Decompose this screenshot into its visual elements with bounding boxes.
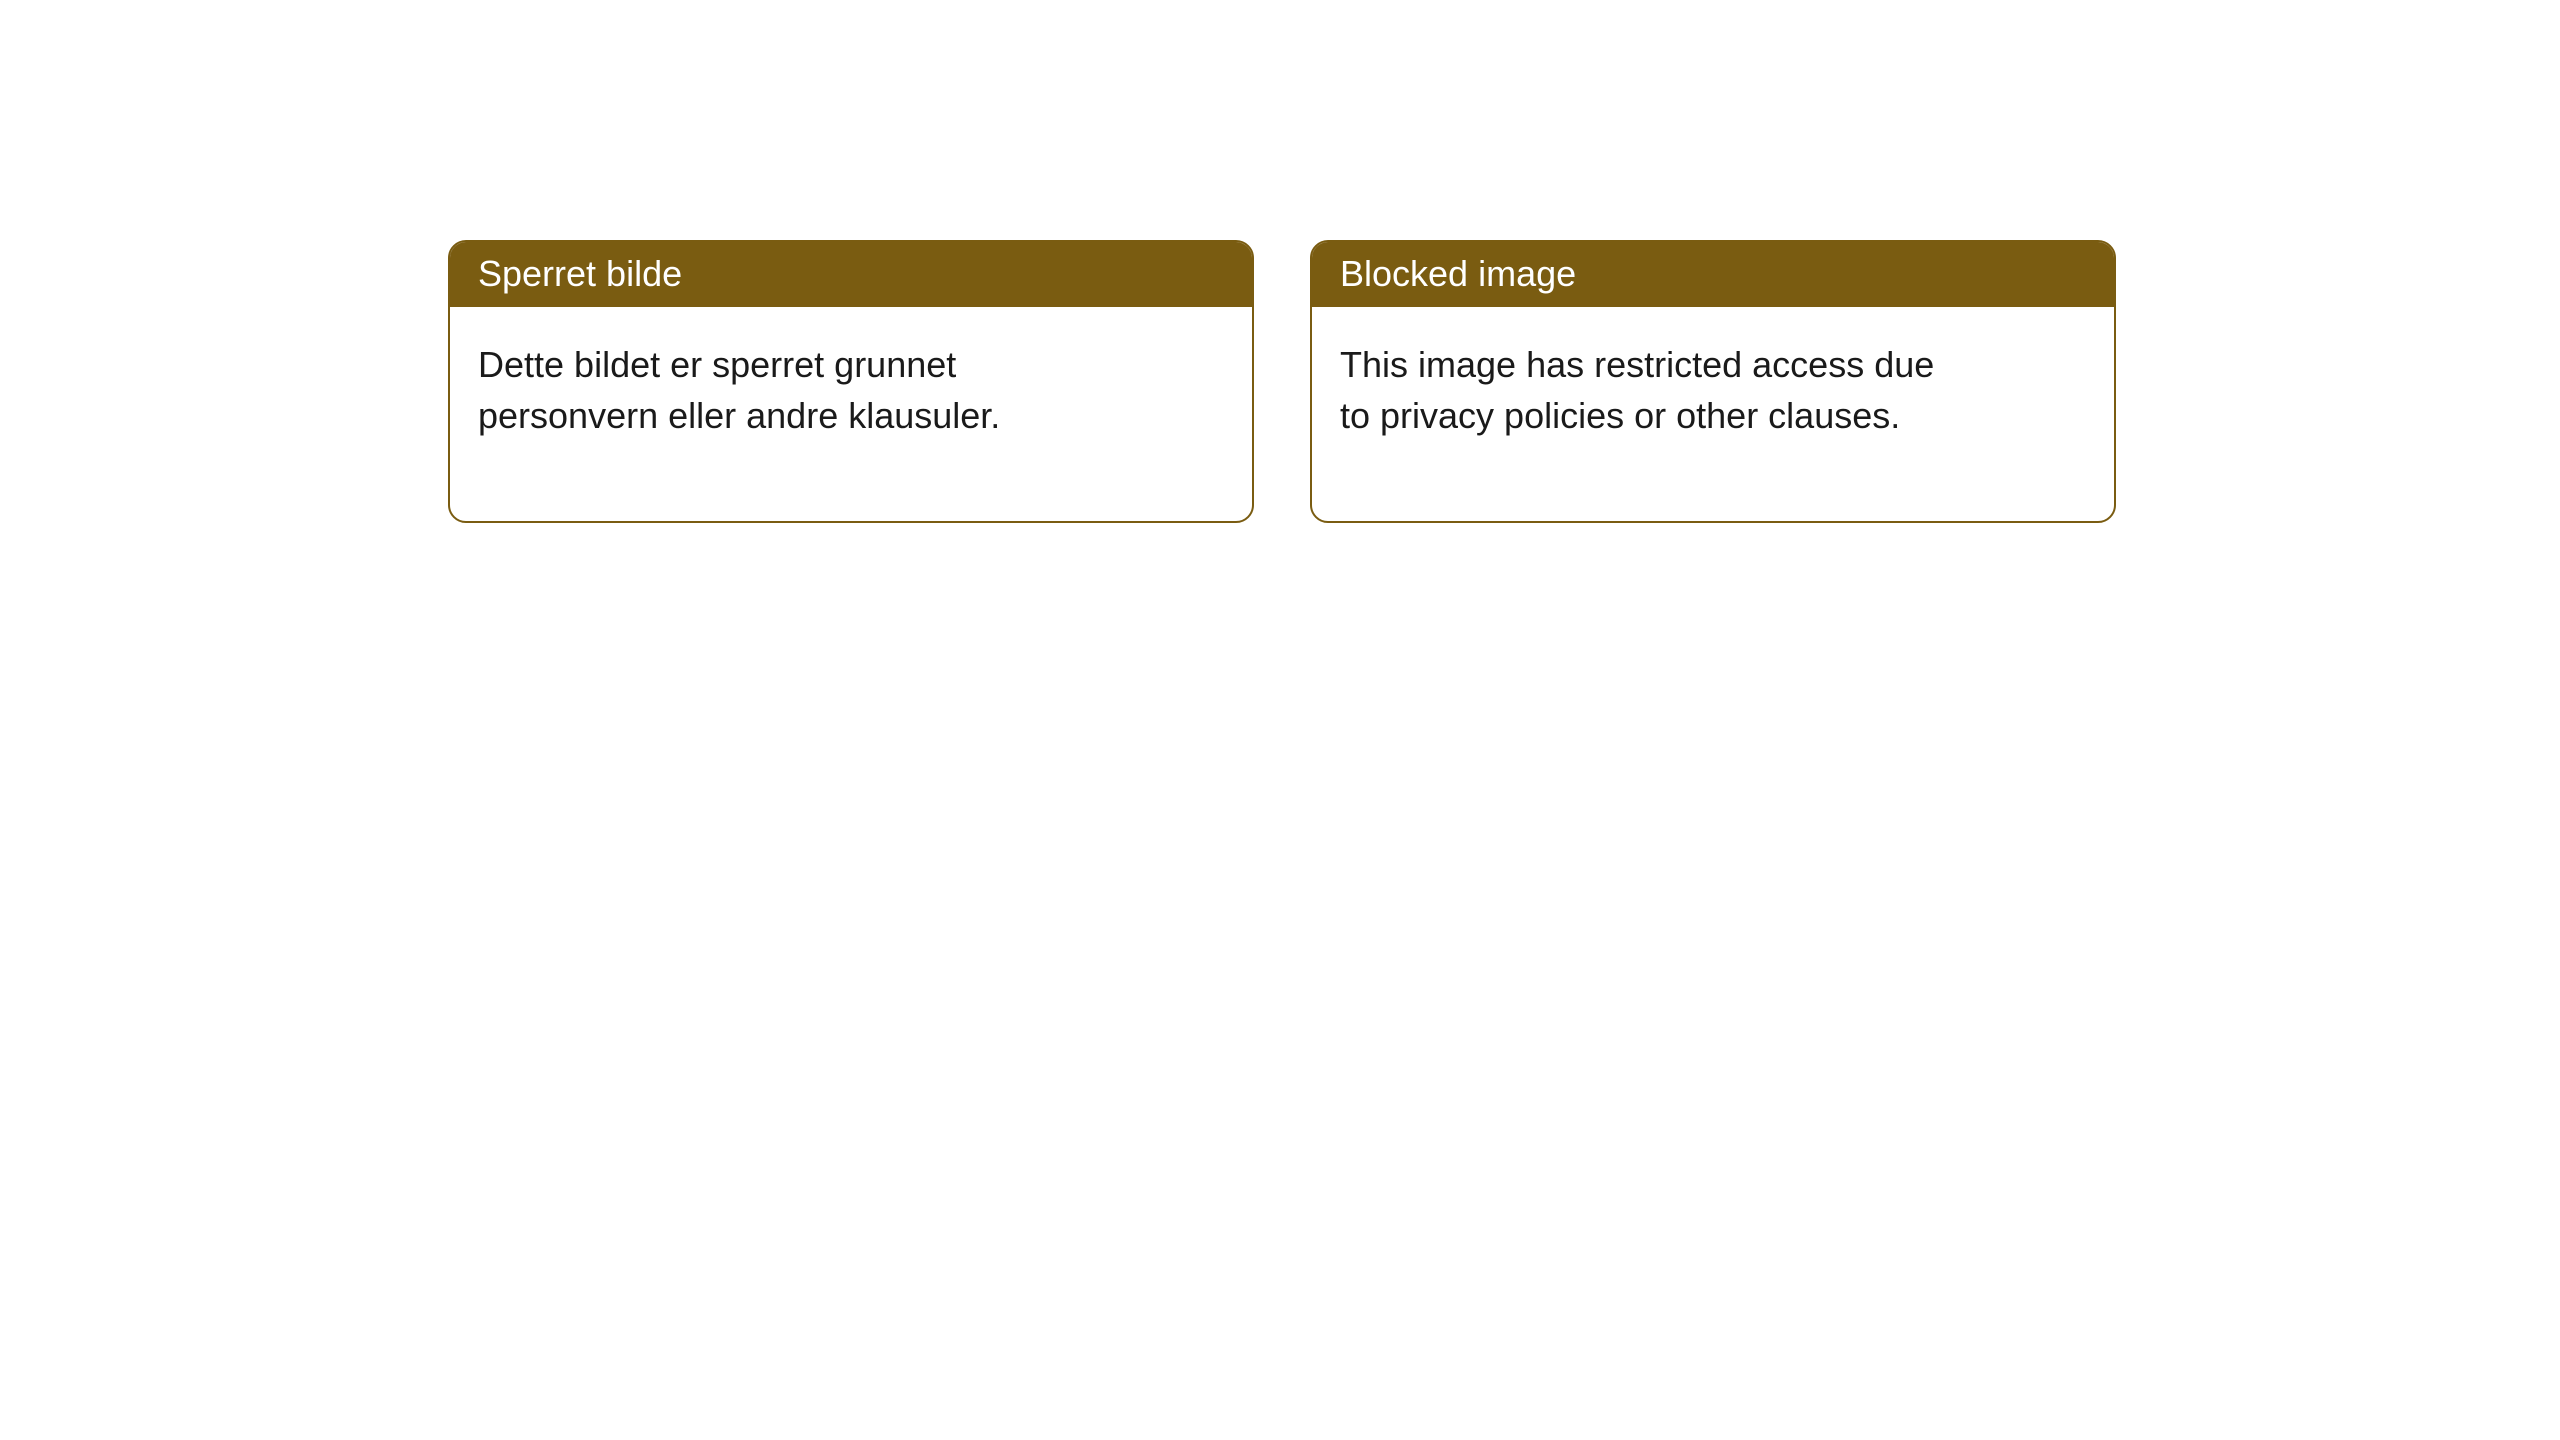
notice-body-english: This image has restricted access due to … [1312,307,1992,521]
notice-title-english: Blocked image [1312,242,2114,307]
notice-card-english: Blocked image This image has restricted … [1310,240,2116,523]
notice-card-norwegian: Sperret bilde Dette bildet er sperret gr… [448,240,1254,523]
notice-container: Sperret bilde Dette bildet er sperret gr… [0,0,2560,523]
notice-body-norwegian: Dette bildet er sperret grunnet personve… [450,307,1130,521]
notice-title-norwegian: Sperret bilde [450,242,1252,307]
